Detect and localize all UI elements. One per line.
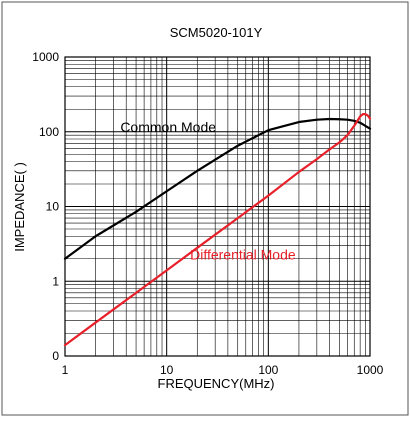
- y-tick-label: 1: [52, 274, 59, 288]
- series-line-common-mode: [63, 117, 372, 260]
- series-line-differential-mode: [63, 113, 372, 347]
- y-tick-label: 0: [52, 349, 59, 363]
- x-tick-label: 1: [62, 363, 69, 377]
- y-axis-label: IMPEDANCE( ): [12, 162, 27, 252]
- series-annotation: Differential Mode: [190, 247, 296, 263]
- x-tick-label: 10: [160, 363, 174, 377]
- series-layer: [63, 113, 372, 347]
- outer-frame: [1, 1, 409, 416]
- chart-title: SCM5020-101Y: [170, 25, 263, 40]
- y-tick-label: 1000: [32, 50, 59, 64]
- x-axis-label: FREQUENCY(MHz): [158, 376, 275, 391]
- annotation-layer: Common Mode Differential Mode: [120, 119, 296, 263]
- x-tick-label: 100: [258, 363, 278, 377]
- y-tick-label: 100: [39, 125, 59, 139]
- y-tick-label: 10: [46, 200, 60, 214]
- plot-border: [64, 56, 371, 357]
- series-annotation: Common Mode: [120, 119, 216, 135]
- x-tick-label: 1000: [357, 363, 384, 377]
